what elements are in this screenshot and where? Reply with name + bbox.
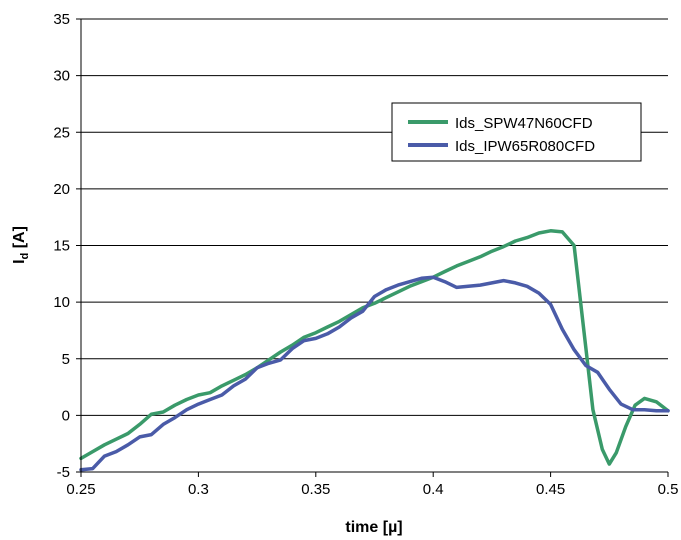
- legend-label-series-2: Ids_IPW65R080CFD: [455, 138, 595, 155]
- x-axis-label: time [µ]: [345, 519, 402, 536]
- y-tick-label-8: 35: [53, 11, 70, 28]
- legend-box: [391, 102, 642, 162]
- y-tick-label-5: 20: [53, 181, 70, 198]
- y-tick-label-7: 30: [53, 68, 70, 85]
- series-line-2: [79, 275, 670, 472]
- y-axis-label-main: I: [11, 259, 28, 263]
- x-tick-label-5: 0.5: [658, 481, 679, 498]
- y-tick-label-2: 5: [62, 351, 70, 368]
- axes: [76, 18, 669, 477]
- y-axis-label-unit: [A]: [11, 226, 28, 253]
- series-layer: [79, 229, 670, 472]
- x-tick-label-4: 0.45: [536, 481, 565, 498]
- y-tick-label-3: 10: [53, 294, 70, 311]
- legend-label-series-1: Ids_SPW47N60CFD: [455, 115, 593, 132]
- x-tick-label-3: 0.4: [423, 481, 444, 498]
- x-tick-label-1: 0.3: [188, 481, 209, 498]
- legend: Ids_SPW47N60CFD Ids_IPW65R080CFD: [391, 102, 642, 162]
- y-axis-label: Id [A]: [11, 226, 31, 264]
- y-tick-label-4: 15: [53, 238, 70, 255]
- x-tick-label-0: 0.25: [66, 481, 95, 498]
- x-tick-labels: 0.25 0.3 0.35 0.4 0.45 0.5: [66, 481, 678, 498]
- y-tick-label-1: 0: [62, 407, 70, 424]
- y-tick-label-0: -5: [57, 464, 70, 481]
- y-tick-label-6: 25: [53, 124, 70, 141]
- y-tick-labels: -5 0 5 10 15 20 25 30 35: [53, 11, 70, 481]
- y-axis-label-subscript: d: [19, 253, 31, 260]
- x-tick-label-2: 0.35: [301, 481, 330, 498]
